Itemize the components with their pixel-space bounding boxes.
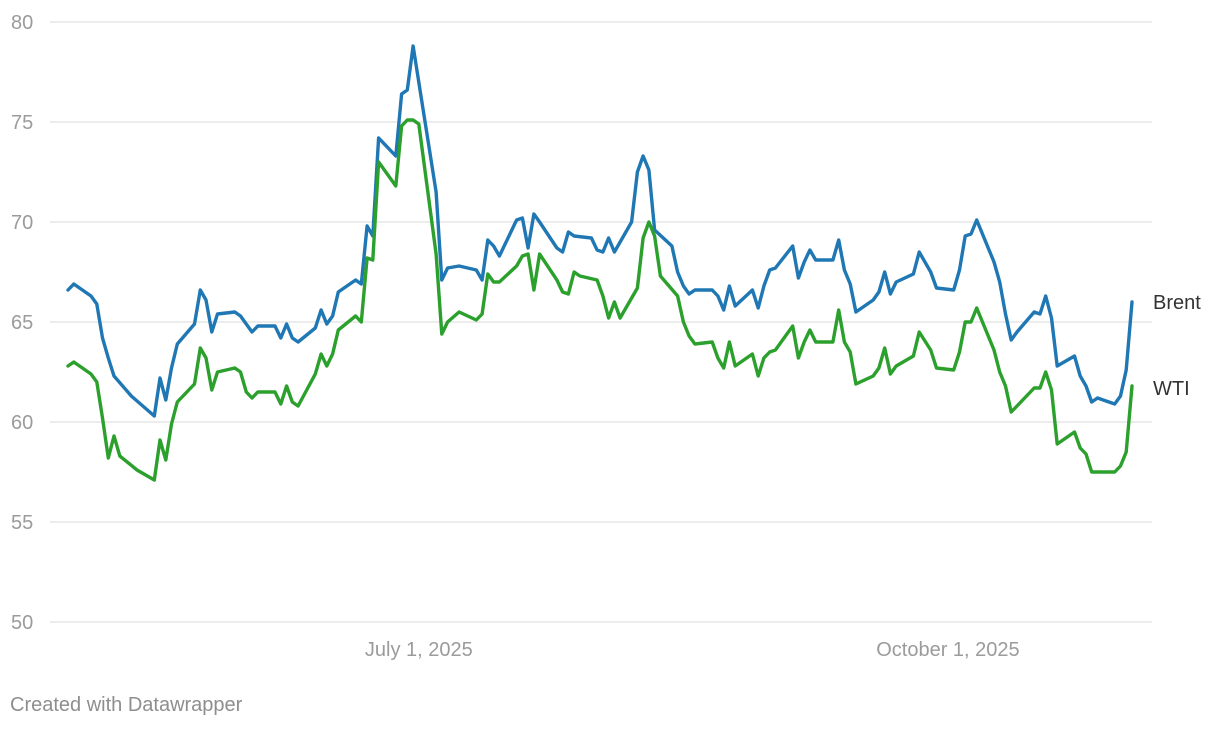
y-tick-label-60: 60 bbox=[11, 412, 33, 434]
series-label-wti: WTI bbox=[1153, 378, 1190, 400]
series-line-brent bbox=[66, 44, 1134, 418]
y-tick-label-50: 50 bbox=[11, 612, 33, 634]
series-lines bbox=[66, 44, 1134, 482]
x-tick-label-1: July 1, 2025 bbox=[365, 639, 473, 661]
x-axis-tick-labels: July 1, 2025 October 1, 2025 bbox=[365, 639, 1020, 661]
y-axis-tick-labels: 50 55 60 65 70 75 80 bbox=[11, 12, 33, 634]
series-line-wti bbox=[66, 118, 1134, 482]
y-tick-label-75: 75 bbox=[11, 112, 33, 134]
credit-text: Created with Datawrapper bbox=[10, 694, 243, 716]
y-tick-label-80: 80 bbox=[11, 12, 33, 34]
x-tick-label-2: October 1, 2025 bbox=[876, 639, 1019, 661]
y-tick-label-65: 65 bbox=[11, 312, 33, 334]
series-label-brent: Brent bbox=[1153, 292, 1201, 314]
y-tick-label-55: 55 bbox=[11, 512, 33, 534]
series-labels: Brent WTI bbox=[1153, 292, 1201, 400]
gridlines bbox=[50, 21, 1152, 623]
y-tick-label-70: 70 bbox=[11, 212, 33, 234]
